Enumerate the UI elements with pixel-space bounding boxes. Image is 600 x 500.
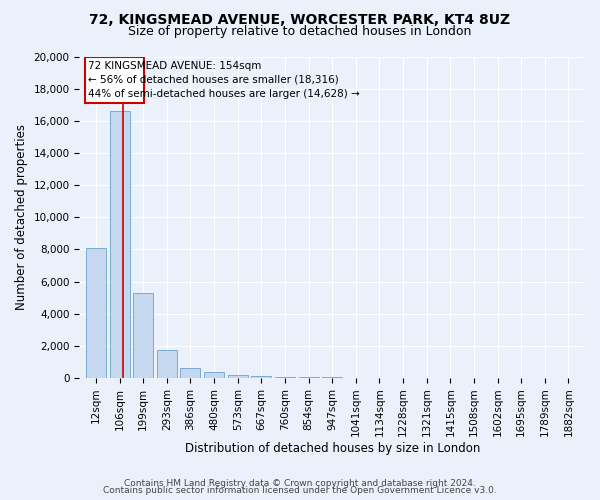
Bar [157, 350, 177, 378]
Bar [110, 111, 130, 378]
Bar [204, 372, 224, 378]
Bar [181, 368, 200, 378]
Bar [86, 248, 106, 378]
Bar [299, 377, 319, 378]
Bar [275, 376, 295, 378]
FancyBboxPatch shape [85, 56, 145, 103]
Bar [251, 376, 271, 378]
Text: ← 56% of detached houses are smaller (18,316): ← 56% of detached houses are smaller (18… [88, 75, 339, 85]
Text: 44% of semi-detached houses are larger (14,628) →: 44% of semi-detached houses are larger (… [88, 88, 360, 99]
X-axis label: Distribution of detached houses by size in London: Distribution of detached houses by size … [185, 442, 480, 455]
Text: Contains public sector information licensed under the Open Government Licence v3: Contains public sector information licen… [103, 486, 497, 495]
Bar [133, 293, 153, 378]
Text: Size of property relative to detached houses in London: Size of property relative to detached ho… [128, 25, 472, 38]
Bar [227, 375, 248, 378]
Text: Contains HM Land Registry data © Crown copyright and database right 2024.: Contains HM Land Registry data © Crown c… [124, 478, 476, 488]
Text: 72, KINGSMEAD AVENUE, WORCESTER PARK, KT4 8UZ: 72, KINGSMEAD AVENUE, WORCESTER PARK, KT… [89, 12, 511, 26]
Text: 72 KINGSMEAD AVENUE: 154sqm: 72 KINGSMEAD AVENUE: 154sqm [88, 62, 262, 72]
Y-axis label: Number of detached properties: Number of detached properties [15, 124, 28, 310]
